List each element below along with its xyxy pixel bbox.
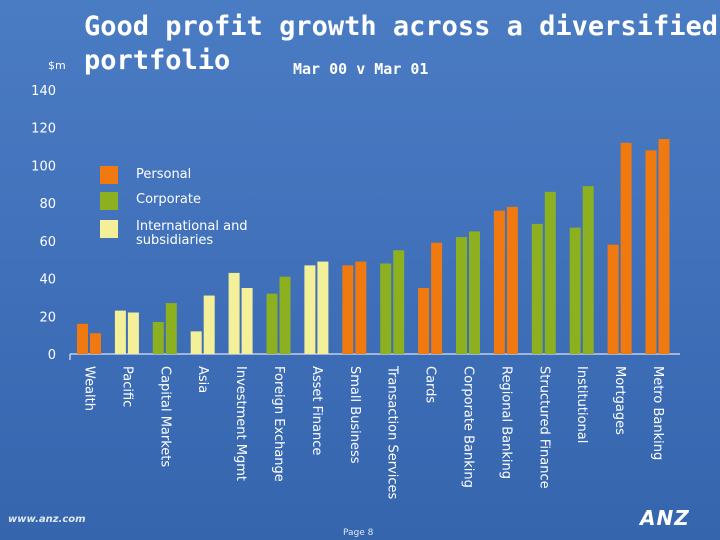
- bar-mar00: [228, 272, 240, 354]
- bar-mar01: [658, 139, 670, 354]
- category-label: Small Business: [347, 366, 362, 464]
- bar-mar00: [380, 263, 392, 354]
- category-label: Mortgages: [612, 366, 627, 435]
- bar-mar01: [469, 231, 480, 354]
- bar-mar01: [279, 276, 291, 354]
- bar-mar00: [607, 244, 619, 354]
- footer-url: www.anz.com: [8, 514, 86, 525]
- category-label: Wealth: [82, 366, 97, 411]
- y-tick-label: 140: [31, 84, 56, 99]
- category-label: Transaction Services: [385, 365, 400, 500]
- bar-mar01: [620, 142, 632, 354]
- category-label: Foreign Exchange: [271, 366, 286, 482]
- bar-mar00: [531, 223, 543, 354]
- y-tick-label: 100: [31, 159, 56, 174]
- bar-mar00: [645, 150, 657, 354]
- category-label: Structured Finance: [536, 366, 551, 489]
- legend-swatch-personal: [100, 166, 118, 184]
- bar-mar00: [493, 210, 505, 354]
- category-label: Institutional: [574, 366, 589, 443]
- bar-mar00: [342, 265, 354, 354]
- page-number: Page 8: [343, 528, 374, 538]
- legend-label-personal: Personal: [136, 167, 192, 182]
- y-tick-label: 60: [39, 235, 56, 250]
- bar-mar00: [77, 323, 88, 354]
- anz-logo: ANZ: [640, 506, 690, 530]
- bar-mar00: [114, 310, 126, 354]
- bar-mar01: [582, 186, 594, 354]
- title-line-2: portfolio: [84, 45, 231, 76]
- chart-title: Good profit growth across a diversified …: [84, 10, 718, 78]
- legend-swatch-corporate: [100, 192, 118, 210]
- bar-mar00: [266, 293, 278, 354]
- category-label: Cards: [423, 366, 438, 403]
- y-tick-label: 40: [39, 273, 56, 288]
- bar-mar00: [190, 331, 202, 354]
- category-label: Pacific: [119, 366, 134, 407]
- bar-mar00: [304, 265, 316, 354]
- bar-mar01: [165, 303, 177, 354]
- category-label: Investment Mgmt: [233, 366, 248, 481]
- y-tick-label: 120: [31, 122, 56, 137]
- category-label: Capital Markets: [157, 366, 172, 467]
- category-label: Asset Finance: [309, 366, 324, 455]
- bar-mar01: [317, 261, 329, 354]
- category-label: Corporate Banking: [461, 366, 476, 488]
- category-label: Regional Banking: [498, 366, 513, 479]
- bar-mar01: [431, 242, 443, 354]
- bar-mar01: [127, 312, 139, 354]
- y-tick-label: 20: [39, 310, 56, 325]
- legend-label-international: International and subsidiaries: [136, 219, 248, 248]
- bar-mar01: [355, 261, 367, 354]
- y-tick-label: 0: [48, 348, 56, 363]
- category-label: Metro Banking: [650, 366, 665, 460]
- bar-mar00: [569, 227, 581, 354]
- title-line-1: Good profit growth across a diversified: [84, 11, 718, 42]
- bar-mar01: [90, 333, 101, 354]
- bar-mar01: [393, 250, 405, 354]
- chart-subtitle: Mar 00 v Mar 01: [293, 60, 429, 78]
- legend-label-corporate: Corporate: [136, 192, 201, 207]
- bar-mar00: [152, 321, 164, 354]
- bar-mar01: [203, 295, 215, 354]
- bar-mar00: [456, 237, 467, 354]
- legend-swatch-international: [100, 220, 118, 238]
- category-label: Asia: [195, 366, 210, 393]
- bar-mar01: [544, 191, 556, 354]
- y-tick-label: 80: [39, 197, 56, 212]
- bar-mar01: [506, 206, 518, 354]
- bar-mar00: [418, 288, 430, 354]
- bar-mar01: [241, 288, 253, 354]
- y-axis-unit: $m: [48, 59, 66, 72]
